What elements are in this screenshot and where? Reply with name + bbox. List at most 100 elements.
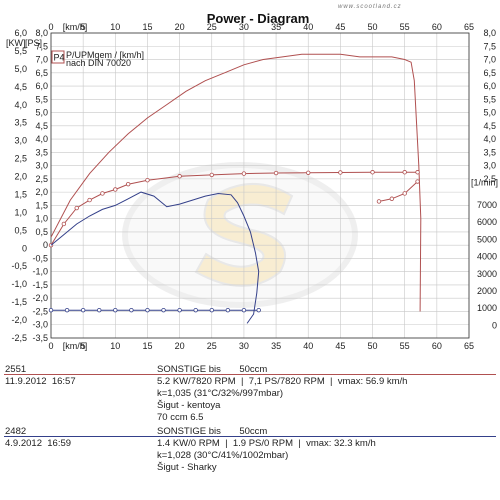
y-tick-ps: -3,0 [32, 320, 48, 330]
y-tick-kw: 2,0 [14, 172, 27, 182]
series-2482-rpm-point [256, 307, 261, 313]
y-tick-ps: 7,5 [35, 41, 48, 51]
y-tick-kw: 4,0 [14, 100, 27, 110]
unit-kmh-top: [km/h] [63, 22, 88, 32]
y-tick-kw: 6,0 [14, 28, 27, 38]
series-2482-rpm-point [241, 307, 247, 313]
y-tick-rpm: 5000 [477, 234, 497, 244]
x-tick-top: 15 [142, 22, 152, 32]
series-2482-rpm-point [80, 307, 86, 313]
series-2551-rpm-runout-point [415, 179, 420, 184]
y-tick-ps: 0,5 [35, 227, 48, 237]
x-tick-bottom: 10 [110, 341, 120, 351]
unit-ps: [PS] [25, 38, 42, 48]
series-2551-rpm-point [209, 172, 214, 178]
series-2551-power-line [50, 53, 422, 312]
y-tick-ps: 4,0 [35, 134, 48, 144]
series-2551-rpm-point [370, 170, 375, 175]
y-tick-ps: -2,5 [32, 306, 48, 316]
y-tick-ps: -2,0 [32, 293, 48, 303]
series-2551-rpm-point [87, 197, 92, 203]
y-tick-kw: 0,5 [14, 225, 27, 235]
x-tick-top: 10 [110, 22, 120, 32]
run-1-line-4: Šigut - kentoya [157, 400, 221, 411]
y-tick-ps: 0 [43, 240, 48, 250]
run-2-line-2: 1.4 KW/0 RPM | 1.9 PS/0 RPM | vmax: 32.3… [157, 438, 376, 449]
x-tick-top: 20 [175, 22, 185, 32]
unit-kw: [KW] [6, 38, 26, 48]
legend-badge-frame [51, 50, 65, 64]
y-tick-ps: 5,0 [35, 108, 48, 118]
series-2482-rpm-point [97, 307, 102, 313]
series-2482-rpm-point [193, 307, 198, 313]
series-2551-rpm-point [402, 170, 407, 175]
x-tick-top: 45 [335, 22, 345, 32]
unit-kmh-bottom: [km/h] [63, 341, 88, 351]
y-tick-ps: 1,5 [35, 200, 48, 210]
series-2551-rpm-point [415, 170, 420, 175]
series-2482-rpm-point [161, 307, 166, 313]
y-tick-rpm: 3000 [477, 269, 497, 279]
x-tick-bottom: 55 [400, 341, 410, 351]
y-tick-ps: 3,5 [35, 147, 48, 157]
x-tick-top: 25 [207, 22, 217, 32]
x-tick-bottom: 5 [81, 341, 86, 351]
y-tick-kw: -2,5 [11, 333, 27, 343]
series-2551-rpm-point [306, 170, 311, 175]
series-2482-rpm-point [48, 307, 54, 313]
y-tick-right-ps: 7,5 [483, 41, 496, 51]
background-logo [122, 162, 358, 308]
y-tick-right-ps: 4,5 [483, 121, 496, 131]
plot-frame [50, 32, 470, 339]
series-2482-rpm-point [145, 307, 150, 313]
y-tick-ps: 7,0 [35, 55, 48, 65]
y-tick-kw: -2,0 [11, 315, 27, 325]
series-2551-rpm-runout-line [378, 181, 418, 202]
run-1-line-5: 70 ccm 6.5 [157, 412, 204, 423]
series-2551-rpm-point [74, 205, 79, 211]
y-tick-kw: -0,5 [11, 261, 27, 271]
run-2-line-1: SONSTIGE bis 50ccm [157, 426, 268, 437]
series-2482-rpm-point [177, 307, 182, 313]
run-2-line-3: k=1,028 (30°C/41%/1002mbar) [157, 450, 289, 461]
y-tick-right-ps: 4,0 [483, 134, 496, 144]
y-tick-kw: 1,0 [14, 207, 27, 217]
series-2551-rpm-point [241, 171, 247, 176]
y-tick-right-ps: 3,0 [483, 161, 496, 171]
x-tick-bottom: 25 [207, 341, 217, 351]
series-2551-rpm-point [145, 177, 150, 183]
series-2482-rpm-point [225, 307, 231, 313]
y-tick-right-ps: 3,5 [483, 147, 496, 157]
x-tick-bottom: 45 [335, 341, 345, 351]
y-tick-ps: -1,5 [32, 280, 48, 290]
run-2-line-4: Šigut - Sharky [157, 462, 217, 473]
y-tick-rpm: 2000 [477, 286, 497, 296]
legend-line-1: P/UPMgem / [km/h] [66, 50, 144, 60]
y-tick-kw: 5,0 [14, 64, 27, 74]
series-2482-power-line [50, 191, 260, 324]
run-1-line-2: 5.2 KW/7820 RPM | 7,1 PS/7820 RPM | vmax… [157, 376, 408, 387]
x-tick-bottom: 65 [464, 341, 474, 351]
series-2551-rpm-point [61, 221, 67, 227]
y-tick-right-ps: 7,0 [483, 55, 496, 65]
axes: 0055101015152020252530303535404045455050… [6, 22, 498, 351]
run-2-id: 2482 [5, 426, 27, 437]
chart-title: Power - Diagram [207, 11, 310, 26]
x-tick-bottom: 30 [239, 341, 249, 351]
x-tick-bottom: 20 [175, 341, 185, 351]
run-1-separator [4, 374, 152, 375]
y-tick-right-ps: 2,5 [483, 174, 496, 184]
series-2551-rpm-point [338, 170, 343, 175]
x-tick-top: 55 [400, 22, 410, 32]
series-2551-rpm-point [125, 181, 131, 187]
legend-box: P4 P/UPMgem / [km/h] nach DIN 70020 [51, 50, 144, 68]
x-tick-top: 35 [271, 22, 281, 32]
x-tick-bottom: 35 [271, 341, 281, 351]
legend-badge: P4 [54, 53, 65, 63]
run-2-separator [4, 436, 152, 437]
run-1-line-1: SONSTIGE bis 50ccm [157, 364, 268, 375]
y-tick-kw: 3,0 [14, 136, 27, 146]
y-tick-ps: 6,0 [35, 81, 48, 91]
y-tick-ps: -3,5 [32, 333, 48, 343]
